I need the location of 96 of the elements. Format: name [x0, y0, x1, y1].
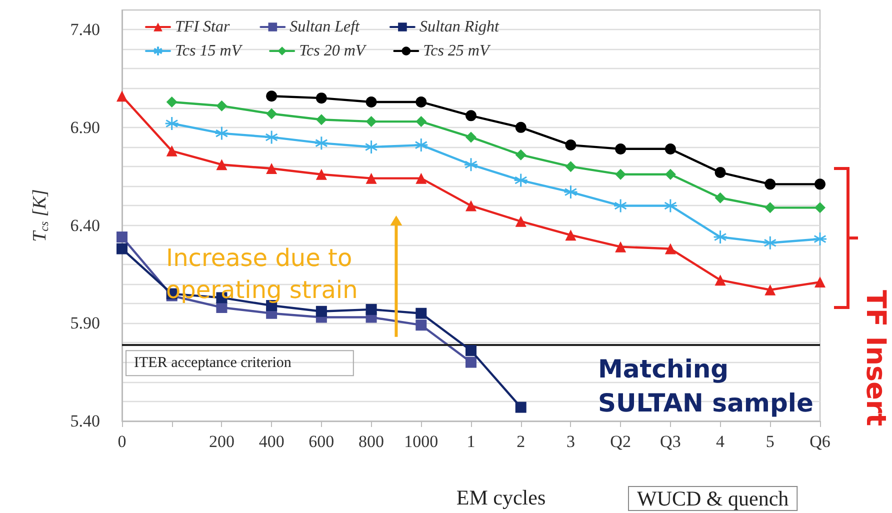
point: [714, 166, 726, 178]
point: [663, 198, 678, 213]
point: [164, 116, 180, 131]
point: [216, 159, 228, 170]
x-tick-label: Q3: [660, 432, 681, 451]
x-tick-label: Q6: [810, 432, 830, 451]
point: [615, 241, 626, 252]
y-tick-label: 5.40: [70, 412, 100, 430]
x-axis-title: EM cycles: [456, 486, 546, 510]
legend-label: Sultan Left: [290, 18, 360, 36]
point: [416, 320, 427, 331]
point: [814, 276, 826, 288]
point: [615, 143, 626, 154]
point: [515, 216, 526, 227]
x-tick-label: 4: [716, 432, 726, 451]
point: [116, 90, 128, 102]
text: WUCD & quench: [637, 486, 790, 510]
point: [214, 126, 229, 141]
legend-label: Tcs 20 mV: [299, 42, 368, 60]
point: [515, 122, 526, 133]
point: [714, 192, 726, 204]
point: [264, 130, 279, 144]
point: [316, 92, 327, 104]
point: [764, 284, 776, 296]
legend-label: Sultan Right: [419, 18, 500, 36]
point: [565, 140, 576, 151]
point: [514, 173, 528, 188]
point: [266, 108, 278, 120]
point: [615, 168, 626, 180]
legend-label: Tcs 15 mV: [175, 42, 244, 60]
x-tick-label: 0: [118, 432, 126, 451]
ref-line-label: ITER acceptance criterion: [134, 355, 292, 372]
x-tick-label: 1: [466, 432, 476, 451]
point: [812, 232, 828, 246]
x-tick-label: Q2: [610, 432, 631, 451]
point: [466, 345, 476, 356]
point: [366, 172, 377, 184]
point: [416, 172, 427, 184]
point: [764, 202, 776, 214]
x-tick-label: 5: [766, 432, 774, 451]
point: [466, 200, 476, 212]
point: [316, 168, 327, 180]
point: [464, 157, 478, 172]
text: TF Insert: [860, 290, 891, 426]
y-tick-label: 6.40: [70, 216, 100, 235]
point: [664, 168, 676, 180]
point: [565, 161, 576, 172]
point: [316, 306, 327, 317]
x-tick-label: 2: [516, 432, 526, 451]
point: [466, 132, 476, 143]
annotation: Increase due to operating strain: [166, 244, 358, 304]
y-tick-label: 6.90: [70, 118, 100, 137]
annotation: Matching SULTAN sample: [598, 354, 814, 418]
point: [613, 198, 628, 213]
point: [814, 202, 826, 214]
point: [316, 114, 327, 126]
point: [266, 163, 278, 174]
point: [664, 143, 676, 154]
point: [366, 116, 377, 128]
point: [366, 304, 377, 315]
x-tick-label: 400: [258, 432, 284, 451]
point: [414, 138, 428, 152]
point: [515, 149, 526, 160]
point: [764, 178, 776, 190]
y-axis-title: Tcs [K]: [30, 189, 51, 242]
point: [166, 145, 178, 156]
point: [466, 356, 476, 368]
point: [166, 96, 178, 108]
point: [762, 236, 778, 250]
point: [563, 184, 578, 200]
point: [814, 178, 826, 190]
point: [515, 402, 526, 413]
y-tick-label: 7.40: [70, 20, 100, 40]
point: [116, 243, 128, 254]
point: [416, 116, 427, 128]
x-tick-label: 800: [358, 432, 384, 451]
point: [266, 90, 278, 102]
point: [416, 96, 427, 108]
x-tick-label: 200: [208, 432, 234, 451]
legend-label: TFI Star: [175, 18, 230, 36]
point: [314, 136, 329, 150]
point: [216, 100, 228, 112]
point: [714, 274, 726, 286]
point: [364, 140, 379, 154]
point: [565, 230, 576, 241]
point: [664, 243, 676, 254]
legend-label: Tcs 25 mV: [423, 42, 492, 60]
point: [713, 230, 728, 244]
point: [416, 308, 427, 319]
x-tick-label: 600: [308, 432, 334, 451]
point: [116, 232, 128, 243]
x-tick-label: 1000: [404, 432, 438, 451]
point: [466, 110, 476, 122]
x-tick-label: 3: [566, 432, 575, 451]
y-tick-label: 5.90: [70, 314, 100, 333]
point: [366, 96, 377, 108]
